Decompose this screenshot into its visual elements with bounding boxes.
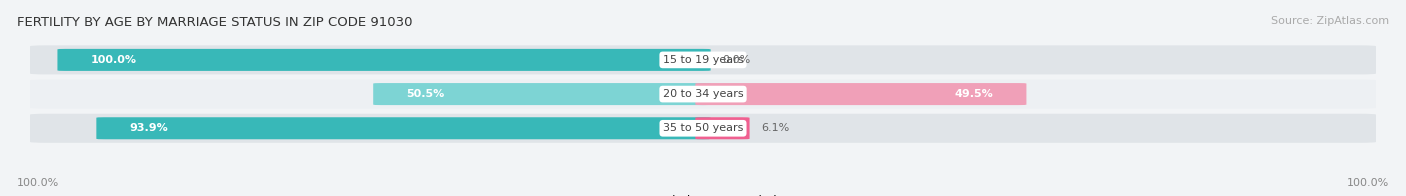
- Legend: Married, Unmarried: Married, Unmarried: [628, 195, 778, 196]
- Text: 100.0%: 100.0%: [1347, 178, 1389, 188]
- FancyBboxPatch shape: [30, 114, 1376, 143]
- Text: 100.0%: 100.0%: [90, 55, 136, 65]
- FancyBboxPatch shape: [58, 49, 710, 71]
- FancyBboxPatch shape: [373, 83, 710, 105]
- Text: 20 to 34 years: 20 to 34 years: [662, 89, 744, 99]
- FancyBboxPatch shape: [30, 80, 1376, 109]
- FancyBboxPatch shape: [696, 117, 749, 139]
- Text: FERTILITY BY AGE BY MARRIAGE STATUS IN ZIP CODE 91030: FERTILITY BY AGE BY MARRIAGE STATUS IN Z…: [17, 16, 412, 29]
- FancyBboxPatch shape: [97, 117, 710, 139]
- Text: 50.5%: 50.5%: [406, 89, 444, 99]
- FancyBboxPatch shape: [696, 83, 1026, 105]
- Text: 0.0%: 0.0%: [723, 55, 751, 65]
- Text: 49.5%: 49.5%: [955, 89, 993, 99]
- Text: 100.0%: 100.0%: [17, 178, 59, 188]
- Text: 15 to 19 years: 15 to 19 years: [662, 55, 744, 65]
- Text: Source: ZipAtlas.com: Source: ZipAtlas.com: [1271, 16, 1389, 26]
- Text: 6.1%: 6.1%: [761, 123, 789, 133]
- Text: 93.9%: 93.9%: [129, 123, 169, 133]
- FancyBboxPatch shape: [30, 45, 1376, 74]
- Text: 35 to 50 years: 35 to 50 years: [662, 123, 744, 133]
